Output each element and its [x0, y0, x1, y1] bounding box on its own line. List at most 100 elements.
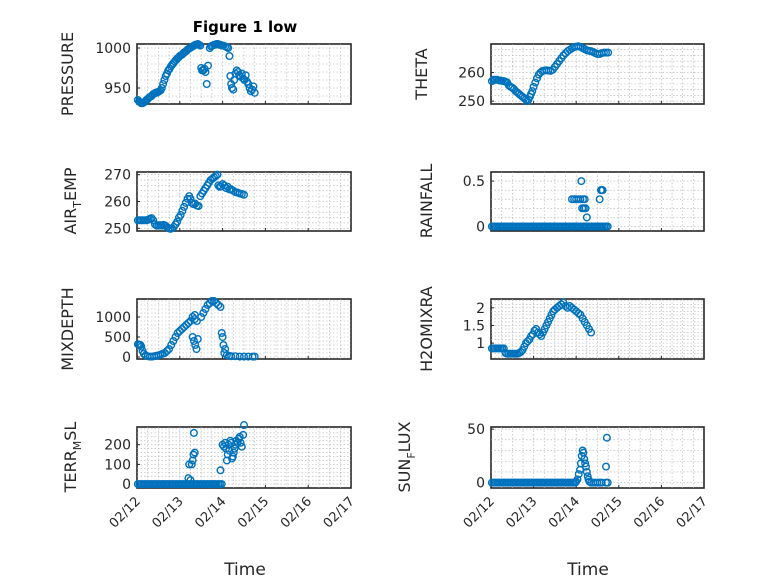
ytick-label: 200 — [104, 438, 131, 454]
ylabel-terr-msl: TERRMSL — [61, 422, 84, 494]
data-point — [582, 467, 591, 476]
panel-sun_flux: 0 50 02/12 02/13 02/14 02/15 02/16 02/17 — [461, 422, 711, 531]
data-point — [602, 462, 611, 471]
ylabel-rainfall: RAINFALL — [417, 164, 436, 239]
ytick-label: 0 — [476, 476, 485, 492]
xlabel-left: Time — [223, 560, 266, 580]
data-point — [250, 352, 259, 361]
ytick-label: 270 — [104, 168, 131, 184]
data-point — [197, 313, 206, 322]
data-point — [201, 67, 210, 76]
data-point — [528, 87, 537, 96]
data-point — [137, 342, 146, 351]
ytick-label: 250 — [104, 221, 131, 237]
data-point — [186, 476, 195, 485]
data-point — [603, 222, 612, 231]
panel-terr_msl: 0 100 200 02/12 02/13 02/14 02/15 02/16 02/17 — [104, 421, 358, 531]
data-point — [184, 319, 193, 328]
data-point — [228, 452, 237, 461]
ylabel-theta: THETA — [412, 48, 431, 100]
data-point — [175, 327, 184, 336]
data-point — [227, 352, 236, 361]
ytick-label: 0 — [476, 219, 485, 235]
ytick-label: 1000 — [95, 41, 131, 57]
data-point — [171, 333, 180, 342]
ylabel-air-temp-main: AIR — [61, 208, 80, 235]
data-point — [217, 329, 226, 338]
data-point — [573, 475, 582, 484]
xtick-label: 02/17 — [674, 494, 711, 531]
ylabel-terr-main: TERR — [61, 450, 80, 493]
data-point — [187, 460, 196, 469]
data-point — [581, 462, 590, 471]
panel-h2omixra: 11.52 — [463, 298, 705, 360]
data-point — [595, 195, 604, 204]
data-point — [602, 433, 611, 442]
data-point — [160, 349, 169, 358]
data-point — [237, 69, 246, 78]
ylabel-h2omixra: H2OMIXRA — [417, 286, 436, 372]
data-point — [225, 446, 234, 455]
data-point — [201, 305, 210, 314]
data-point — [188, 313, 197, 322]
chart-panels: 950100025026025026027000.50500100011.520… — [95, 40, 711, 531]
data-point — [203, 301, 212, 310]
data-point — [157, 83, 166, 92]
data-point — [173, 329, 182, 338]
ytick-label: 260 — [104, 195, 131, 211]
data-point — [162, 347, 171, 356]
xtick-label: 02/16 — [278, 494, 315, 531]
data-point — [218, 333, 227, 342]
ytick-label: 500 — [104, 330, 131, 346]
data-point — [199, 66, 208, 75]
data-point — [239, 430, 248, 439]
data-point — [210, 297, 219, 306]
data-point — [216, 303, 225, 312]
ylabel-terr-tail: SL — [61, 422, 80, 441]
data-point — [250, 88, 259, 97]
data-point — [235, 352, 244, 361]
data-point — [582, 213, 591, 222]
data-point — [180, 202, 189, 211]
ylabel-air-temp-sub: T — [71, 201, 84, 209]
data-point — [204, 61, 213, 70]
data-point — [598, 186, 607, 195]
data-point — [147, 214, 156, 223]
data-point — [604, 48, 613, 57]
data-point — [583, 472, 592, 481]
data-point — [178, 206, 187, 215]
data-point — [219, 442, 228, 451]
data-point — [587, 328, 596, 337]
data-point — [529, 82, 538, 91]
xtick-label: 02/12 — [461, 494, 498, 531]
panel-theta: 250 260 — [458, 42, 705, 110]
xtick-label: 02/17 — [321, 494, 358, 531]
data-point — [581, 459, 590, 468]
data-point — [167, 341, 176, 350]
ylabel-terr-sub: M — [71, 441, 84, 451]
data-point — [224, 44, 233, 53]
data-point — [581, 204, 590, 213]
data-point — [202, 79, 211, 88]
data-point — [189, 428, 198, 437]
data-point — [176, 210, 185, 219]
ytick-label: 1.5 — [463, 318, 485, 334]
data-point — [188, 333, 197, 342]
panel-pressure: 950 1000 — [95, 40, 352, 108]
xtick-label: 02/16 — [631, 494, 668, 531]
panel-rainfall: 00.5 — [463, 171, 705, 235]
ytick-label: 0 — [122, 350, 131, 366]
xtick-label: 02/13 — [503, 494, 540, 531]
data-point — [160, 75, 169, 84]
ytick-label: 950 — [104, 81, 131, 97]
data-point — [189, 337, 198, 346]
data-point — [239, 421, 248, 430]
data-point — [199, 309, 208, 318]
data-point — [574, 309, 583, 318]
data-point — [239, 190, 248, 199]
ylabel-air-temp-tail: EMP — [61, 167, 80, 201]
xtick-label: 02/12 — [107, 494, 144, 531]
data-point — [239, 352, 248, 361]
ytick-label: 1000 — [95, 310, 131, 326]
